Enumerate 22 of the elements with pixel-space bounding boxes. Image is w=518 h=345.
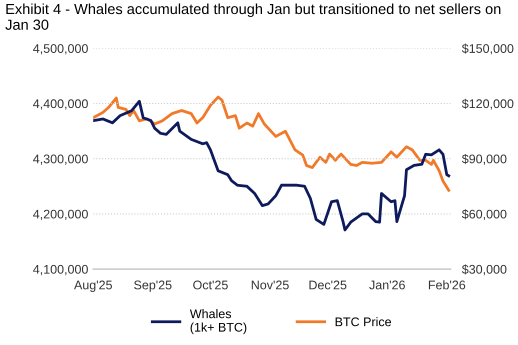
line-series [93,96,450,192]
y-tick-label: 4,300,000 [33,154,88,165]
x-tick-label: Nov'25 [252,280,289,290]
x-tick-label: Feb'26 [428,280,466,290]
y2-tick-label: $150,000 [462,44,514,54]
y2-tick-label: $120,000 [462,98,514,110]
y2-tick-label: $90,000 [462,154,506,165]
legend-label: Whales (1k+ BTC) [190,309,246,334]
y-tick-label: 4,100,000 [33,264,88,276]
x-tick-label: Oct'25 [193,280,228,290]
x-tick-label: Jan'26 [369,280,405,290]
y2-tick-label: $30,000 [462,264,506,276]
x-tick-label: Aug'25 [74,280,112,292]
legend-label: BTC Price [336,317,392,326]
chart-title: Exhibit 4 - Whales accumulated through Jan but transitioned to net sellers on Jan 30 [5,3,500,30]
y2-tick-label: $60,000 [462,209,506,220]
line-series [93,100,450,232]
y-tick-label: 4,400,000 [33,99,88,110]
y-tick-label: 4,500,000 [33,44,88,54]
x-tick-label: Sep'25 [134,280,172,292]
x-tick-label: Dec'25 [309,280,346,290]
y-tick-label: 4,200,000 [33,210,88,220]
